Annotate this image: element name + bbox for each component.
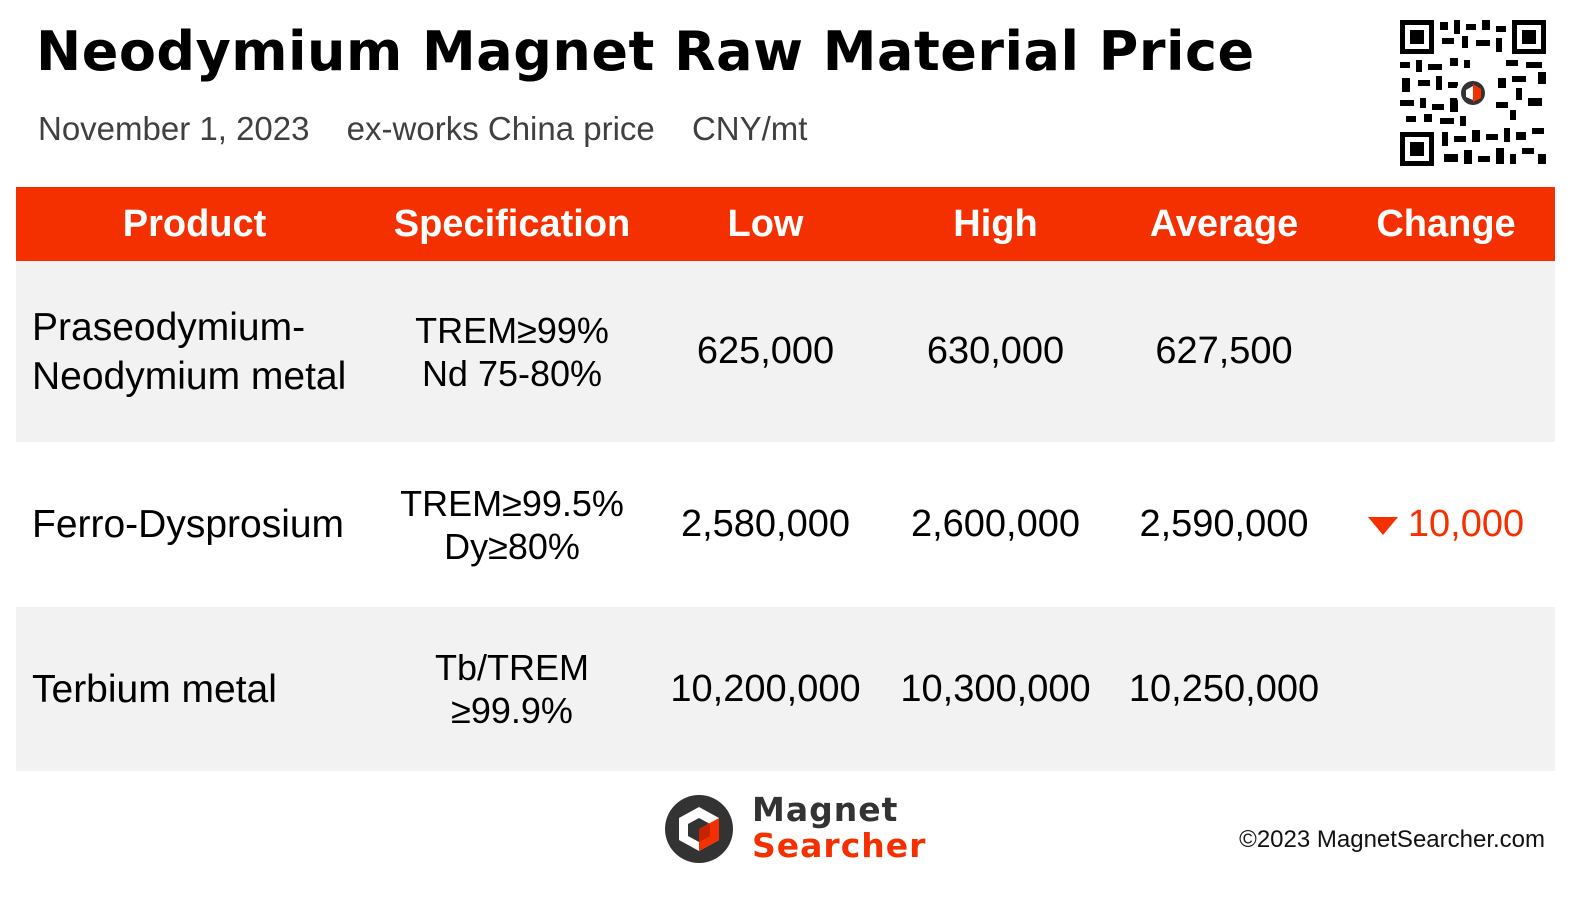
price-table: Product Specification Low High Average C… xyxy=(16,187,1555,771)
change-cell: 10,000 xyxy=(1337,503,1555,546)
column-header-high: High xyxy=(953,202,1038,245)
price-unit: CNY/mt xyxy=(691,110,808,147)
specification-cell: TREM≥99.5% Dy≥80% xyxy=(373,482,651,568)
product-name-line: Praseodymium- xyxy=(32,305,306,349)
product-name-line: Terbium metal xyxy=(32,667,277,711)
product-name-line: Neodymium metal xyxy=(32,354,347,398)
low-price-cell: 2,580,000 xyxy=(680,503,851,545)
product-name-line: Ferro-Dysprosium xyxy=(32,503,345,546)
column-header-average: Average xyxy=(1149,202,1299,245)
triangle-down-icon xyxy=(1367,516,1398,535)
qr-code-icon[interactable] xyxy=(1398,18,1548,168)
table-row: Praseodymium- Neodymium metal TREM≥99% N… xyxy=(16,261,1555,442)
brand-wordmark: Magnet Searcher xyxy=(752,792,926,864)
spec-line: TREM≥99.5% xyxy=(400,482,624,524)
price-date: November 1, 2023 xyxy=(38,110,310,147)
average-price-cell: 2,590,000 xyxy=(1139,503,1309,545)
magnet-searcher-logo-icon xyxy=(665,795,733,863)
brand-line-searcher: Searcher xyxy=(752,826,927,865)
change-value: 10,000 xyxy=(1407,503,1525,545)
column-header-change: Change xyxy=(1376,202,1516,245)
subtitle: November 1, 2023 ex-works China price CN… xyxy=(38,110,835,148)
spec-line: Tb/TREM xyxy=(434,647,589,688)
copyright-text: ©2023 MagnetSearcher.com xyxy=(1239,826,1545,853)
spec-line: Dy≥80% xyxy=(444,525,580,567)
product-cell: Terbium metal xyxy=(16,665,373,714)
product-cell: Praseodymium- Neodymium metal xyxy=(16,303,373,401)
high-price-cell: 630,000 xyxy=(926,330,1065,372)
column-header-low: Low xyxy=(727,202,804,245)
spec-line: ≥99.9% xyxy=(451,690,573,731)
spec-line: TREM≥99% xyxy=(415,309,609,351)
product-cell: Ferro-Dysprosium xyxy=(16,500,373,549)
table-row: Terbium metal Tb/TREM ≥99.9% 10,200,000 … xyxy=(16,607,1555,771)
low-price-cell: 625,000 xyxy=(696,330,835,372)
average-price-cell: 627,500 xyxy=(1155,330,1293,372)
high-price-cell: 10,300,000 xyxy=(900,667,1091,710)
high-price-cell: 2,600,000 xyxy=(910,503,1081,545)
column-header-specification: Specification xyxy=(393,202,631,245)
specification-cell: Tb/TREM ≥99.9% xyxy=(373,646,651,732)
low-price-cell: 10,200,000 xyxy=(670,667,861,710)
column-header-product: Product xyxy=(122,202,267,245)
average-price-cell: 10,250,000 xyxy=(1128,667,1320,710)
table-header: Product Specification Low High Average C… xyxy=(16,187,1555,261)
page-title: Neodymium Magnet Raw Material Price xyxy=(36,20,1255,83)
table-row: Ferro-Dysprosium TREM≥99.5% Dy≥80% 2,580… xyxy=(16,442,1555,607)
price-basis: ex-works China price xyxy=(346,110,655,147)
spec-line: Nd 75-80% xyxy=(421,352,603,394)
specification-cell: TREM≥99% Nd 75-80% xyxy=(373,309,651,395)
brand-line-magnet: Magnet xyxy=(752,790,899,829)
